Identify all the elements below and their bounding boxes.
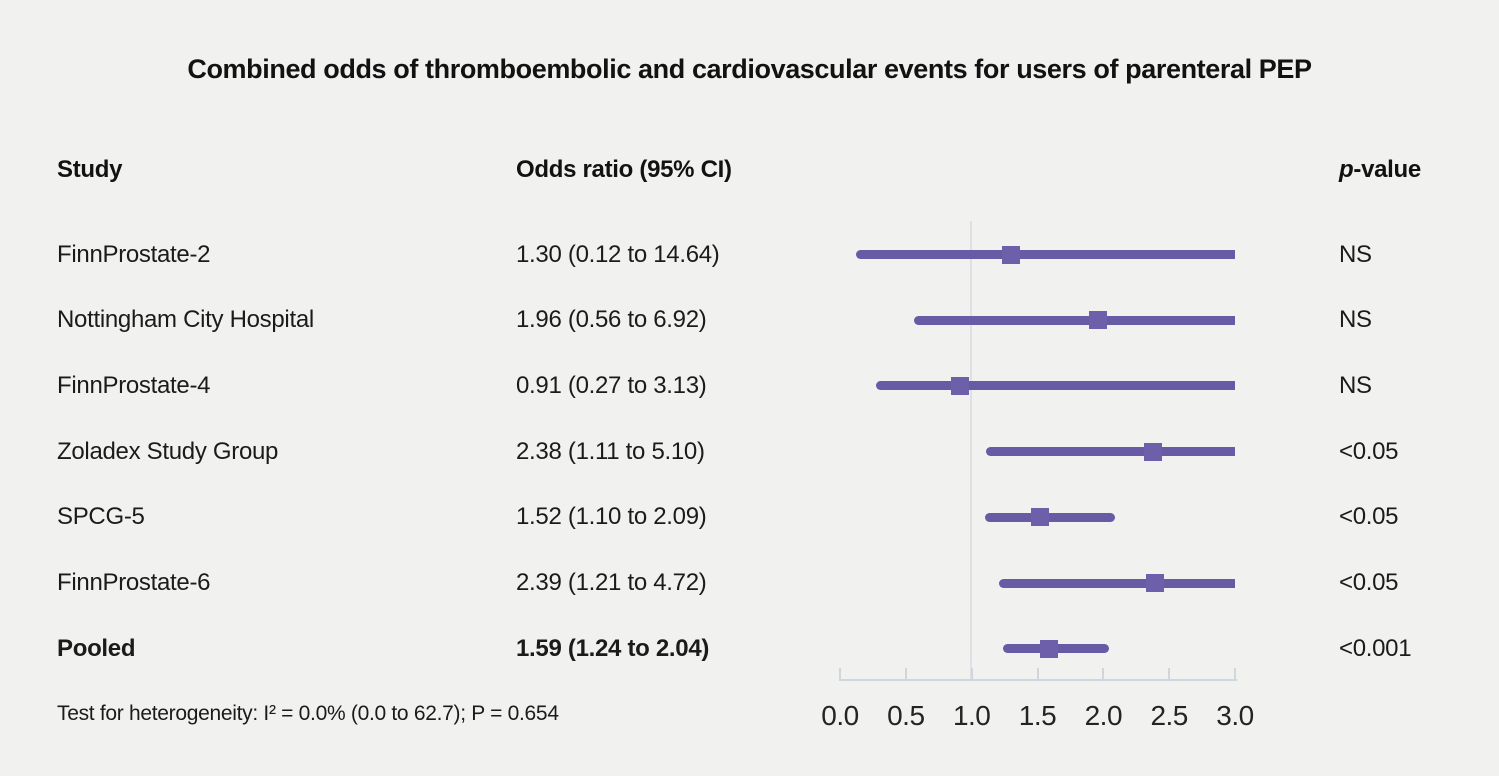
confidence-interval-bar <box>986 447 1235 457</box>
heterogeneity-note: Test for heterogeneity: I² = 0.0% (0.0 t… <box>57 702 559 725</box>
chart-title: Combined odds of thromboembolic and card… <box>187 54 1312 84</box>
p-value-label: <0.05 <box>1339 503 1399 531</box>
column-header-odds-ratio: Odds ratio (95% CI) <box>516 156 732 183</box>
axis-tick <box>839 668 841 679</box>
axis-tick <box>1234 668 1236 679</box>
p-value-header-italic-p: p <box>1339 156 1354 183</box>
point-estimate-marker <box>950 376 969 395</box>
axis-tick-label: 2.5 <box>1150 700 1188 731</box>
study-label: FinnProstate-4 <box>57 371 211 399</box>
column-header-study: Study <box>57 156 123 183</box>
point-estimate-marker <box>1031 508 1050 527</box>
axis-tick-label: 1.0 <box>952 700 991 731</box>
p-value-label: <0.05 <box>1339 437 1399 465</box>
axis-tick <box>970 668 973 679</box>
confidence-interval-bar <box>999 578 1235 588</box>
odds-ratio-label: 1.30 (0.12 to 14.64) <box>516 240 720 268</box>
axis-tick-label: 0.0 <box>821 700 859 731</box>
point-estimate-marker <box>1145 574 1164 592</box>
reference-line-at-1 <box>970 221 972 680</box>
point-estimate-marker <box>1040 639 1059 658</box>
axis-tick-label: 2.0 <box>1084 700 1123 731</box>
odds-ratio-label: 1.96 (0.56 to 6.92) <box>516 306 707 334</box>
p-value-header-rest: -value <box>1353 156 1421 183</box>
p-value-label: <0.001 <box>1339 634 1412 662</box>
point-estimate-marker <box>1002 245 1021 264</box>
odds-ratio-label: 2.39 (1.21 to 4.72) <box>516 569 707 596</box>
odds-ratio-label: 1.59 (1.24 to 2.04) <box>516 634 710 662</box>
study-label: Pooled <box>57 634 136 662</box>
point-estimate-marker <box>1144 442 1163 461</box>
p-value-label: <0.05 <box>1339 569 1399 596</box>
axis-tick <box>1102 668 1105 679</box>
p-value-label: NS <box>1339 240 1372 268</box>
odds-ratio-label: 1.52 (1.10 to 2.09) <box>516 503 707 531</box>
axis-tick <box>904 668 907 679</box>
axis-tick-label: 0.5 <box>887 700 925 731</box>
study-label: Nottingham City Hospital <box>57 306 314 334</box>
axis-tick <box>1036 668 1039 679</box>
p-value-label: NS <box>1339 306 1372 334</box>
study-label: Zoladex Study Group <box>57 437 279 465</box>
study-label: FinnProstate-6 <box>57 569 211 596</box>
column-header-p-value: p-value <box>1339 155 1421 185</box>
axis-tick-label: 3.0 <box>1216 700 1254 731</box>
study-label: SPCG-5 <box>57 503 145 531</box>
confidence-interval-bar <box>984 512 1116 522</box>
confidence-interval-bar <box>913 315 1235 325</box>
confidence-interval-bar <box>855 250 1235 259</box>
odds-ratio-label: 0.91 (0.27 to 3.13) <box>516 371 707 399</box>
confidence-interval-bar <box>875 381 1235 391</box>
x-axis-line <box>839 679 1237 681</box>
axis-tick <box>1168 668 1171 679</box>
odds-ratio-label: 2.38 (1.11 to 5.10) <box>516 437 705 465</box>
axis-tick-label: 1.5 <box>1018 700 1057 731</box>
p-value-label: NS <box>1339 371 1372 399</box>
point-estimate-marker <box>1089 311 1108 330</box>
study-label: FinnProstate-2 <box>57 240 211 268</box>
